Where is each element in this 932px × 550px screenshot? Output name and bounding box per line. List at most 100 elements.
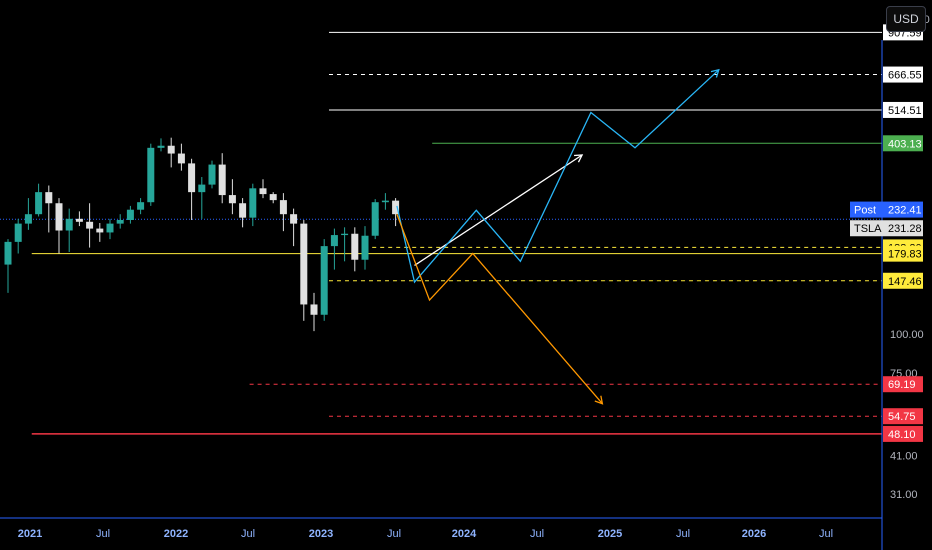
candle[interactable] xyxy=(330,228,338,270)
projection-path-2[interactable] xyxy=(396,213,604,405)
candle[interactable] xyxy=(228,179,236,215)
candle[interactable] xyxy=(290,208,298,247)
candle[interactable] xyxy=(137,198,145,215)
price-badge[interactable] xyxy=(850,201,923,218)
candle-body xyxy=(239,203,247,218)
candle-body xyxy=(341,233,349,236)
candle[interactable] xyxy=(259,179,267,199)
candle-body xyxy=(198,184,206,193)
candle[interactable] xyxy=(126,205,134,224)
projection-path-1[interactable] xyxy=(396,68,720,284)
time-axis[interactable]: 2021 Jul 2022 Jul 2023 Jul 2024 Jul 2025 Jul 2026 J… xyxy=(0,517,882,540)
candle-body xyxy=(310,304,318,315)
candle-body xyxy=(45,192,53,204)
candle[interactable] xyxy=(310,292,318,332)
candle[interactable] xyxy=(279,193,287,232)
candle-body xyxy=(259,188,267,195)
candle[interactable] xyxy=(208,160,216,189)
time-tick-label: 2026 xyxy=(742,528,766,540)
candle[interactable] xyxy=(35,183,43,217)
level-badge xyxy=(883,245,923,262)
level-badge xyxy=(883,66,923,83)
candle[interactable] xyxy=(45,185,53,233)
candle-body xyxy=(126,209,134,221)
candle[interactable] xyxy=(392,198,400,227)
time-tick-label: 2025 xyxy=(598,528,622,540)
level-badge xyxy=(883,135,923,152)
candle[interactable] xyxy=(361,226,369,270)
candle[interactable] xyxy=(14,218,22,254)
time-tick-label: Jul xyxy=(819,528,833,540)
level-badge xyxy=(883,272,923,289)
candle-body xyxy=(351,233,359,260)
candle-body xyxy=(55,203,63,231)
level-badge-label: 403.13 xyxy=(888,138,922,150)
candle[interactable] xyxy=(65,208,73,253)
candle-body xyxy=(269,194,277,201)
candle-body xyxy=(208,164,216,185)
time-tick-label: Jul xyxy=(387,528,401,540)
time-tick-label: Jul xyxy=(96,528,110,540)
candle[interactable] xyxy=(177,143,185,171)
time-tick-label: Jul xyxy=(241,528,255,540)
candle-body xyxy=(167,145,175,154)
price-badge-tag: Post xyxy=(854,205,876,217)
candle[interactable] xyxy=(86,203,94,248)
level-badge-label: 48.10 xyxy=(888,429,916,441)
time-tick-label: 2023 xyxy=(309,528,333,540)
price-tick-label: 31.00 xyxy=(890,489,918,501)
time-tick-label: 2022 xyxy=(164,528,188,540)
candle[interactable] xyxy=(239,198,247,228)
plot-area[interactable] xyxy=(0,31,882,435)
candle[interactable] xyxy=(269,192,277,204)
candle-body xyxy=(361,235,369,260)
candle[interactable] xyxy=(351,227,359,272)
level-badge xyxy=(883,408,923,425)
candle[interactable] xyxy=(167,137,175,168)
price-badge[interactable] xyxy=(850,220,923,237)
candle-body xyxy=(96,228,104,233)
candle[interactable] xyxy=(198,177,206,219)
candle-body xyxy=(218,164,226,196)
candle[interactable] xyxy=(188,158,196,221)
candle[interactable] xyxy=(55,198,63,254)
level-badge xyxy=(883,101,923,118)
candle[interactable] xyxy=(147,143,155,206)
candle-body xyxy=(65,218,73,231)
candle[interactable] xyxy=(96,223,104,242)
candle[interactable] xyxy=(116,214,124,229)
currency-button[interactable]: USD xyxy=(886,6,926,32)
price-axis[interactable]: 1000.00100.0075.0041.0031.00907.59666.55… xyxy=(850,14,930,550)
candle[interactable] xyxy=(249,183,257,227)
candle-body xyxy=(137,202,145,210)
price-badge-value: 232.41 xyxy=(888,205,922,217)
candle-body xyxy=(157,145,165,148)
candle-body xyxy=(392,200,400,215)
level-badge-label: 54.75 xyxy=(888,411,916,423)
candle[interactable] xyxy=(341,227,349,262)
level-badge-label: 514.51 xyxy=(888,105,922,117)
candle[interactable] xyxy=(371,199,379,240)
price-tick-label: 41.00 xyxy=(890,451,918,463)
candle[interactable] xyxy=(24,198,32,230)
candle[interactable] xyxy=(106,218,114,240)
candle[interactable] xyxy=(218,153,226,204)
price-badge-tag: TSLA xyxy=(854,223,882,235)
projection-path-0[interactable] xyxy=(414,154,584,266)
level-badge xyxy=(883,376,923,393)
candle-body xyxy=(330,235,338,247)
candle[interactable] xyxy=(381,193,389,210)
candle-body xyxy=(147,147,155,203)
candle[interactable] xyxy=(4,239,12,293)
candle-body xyxy=(35,192,43,215)
price-badge-value: 231.28 xyxy=(888,223,922,235)
time-tick-label: 2021 xyxy=(18,528,42,540)
candle-body xyxy=(279,200,287,215)
candle[interactable] xyxy=(157,138,165,152)
candle-body xyxy=(188,163,196,193)
candle[interactable] xyxy=(300,220,308,321)
candle[interactable] xyxy=(320,239,328,321)
candle[interactable] xyxy=(75,211,83,227)
